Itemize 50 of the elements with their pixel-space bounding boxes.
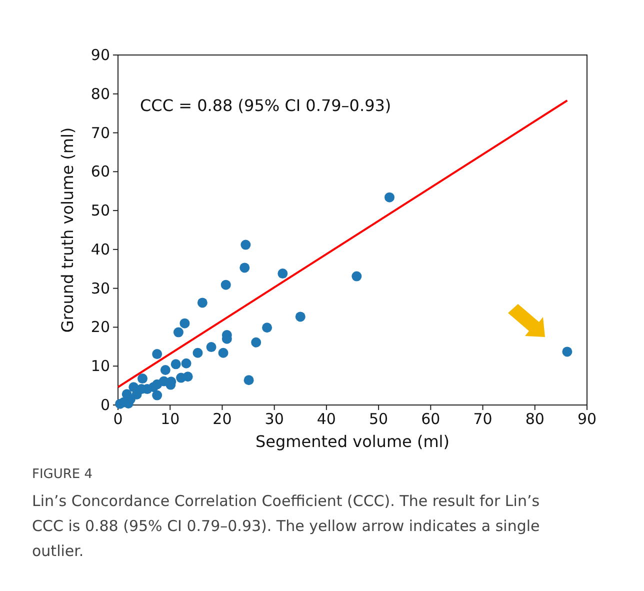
point — [352, 271, 362, 282]
x-tick-label: 30 — [264, 410, 284, 428]
x-tick-label: 60 — [421, 410, 440, 428]
point — [180, 318, 190, 328]
point — [152, 390, 162, 400]
point — [562, 346, 572, 357]
x-tick-label: 70 — [473, 410, 492, 428]
x-tick-label: 80 — [525, 410, 544, 428]
point — [218, 348, 228, 358]
point — [251, 337, 262, 348]
x-tick-label: 20 — [212, 410, 232, 428]
point — [192, 348, 203, 358]
annotation: CCC = 0.88 (95% CI 0.79–0.93) — [140, 96, 392, 115]
y-tick-label: 80 — [90, 84, 110, 103]
point — [240, 240, 251, 250]
point — [182, 372, 193, 382]
point — [384, 192, 394, 202]
point — [295, 312, 306, 322]
y-tick-label: 90 — [90, 46, 110, 64]
y-axis-title: Ground truth volume (ml) — [58, 127, 77, 333]
y-tick-label: 20 — [90, 318, 110, 336]
caption: FIGURE 4 — [32, 467, 93, 482]
point — [137, 374, 148, 384]
point — [173, 327, 184, 338]
x-tick-label: 0 — [113, 410, 123, 428]
x-tick-label: 50 — [369, 410, 388, 428]
x-axis-title: Segmented volume (ml) — [256, 432, 450, 451]
point — [170, 359, 181, 370]
x-tick-label: 90 — [577, 410, 597, 428]
point — [115, 398, 126, 409]
y-tick-label: 60 — [90, 162, 110, 181]
y-tick-label: 30 — [90, 279, 110, 298]
point — [244, 375, 254, 386]
text: Lin’s Concordance Correlation Coefficient (CCC). The result for Lin’s CCC is 0.88 (95% CI 0.79–0.93). The yellow arrow indicates a single outlier. — [32, 492, 540, 560]
point — [181, 358, 192, 368]
point — [197, 298, 208, 308]
y-tick-label: 0 — [100, 396, 110, 414]
point — [262, 322, 272, 333]
point — [220, 280, 231, 290]
point — [278, 268, 288, 279]
point — [240, 262, 250, 273]
point — [206, 342, 216, 352]
point — [160, 365, 170, 375]
y-tick-label: 10 — [90, 357, 110, 376]
y-tick-label: 40 — [90, 240, 110, 258]
point — [152, 349, 162, 360]
y-tick-label: 70 — [90, 124, 110, 142]
x-tick-label: 40 — [316, 410, 336, 428]
y-tick-label: 50 — [90, 202, 110, 220]
x-tick-label: 10 — [160, 410, 180, 428]
